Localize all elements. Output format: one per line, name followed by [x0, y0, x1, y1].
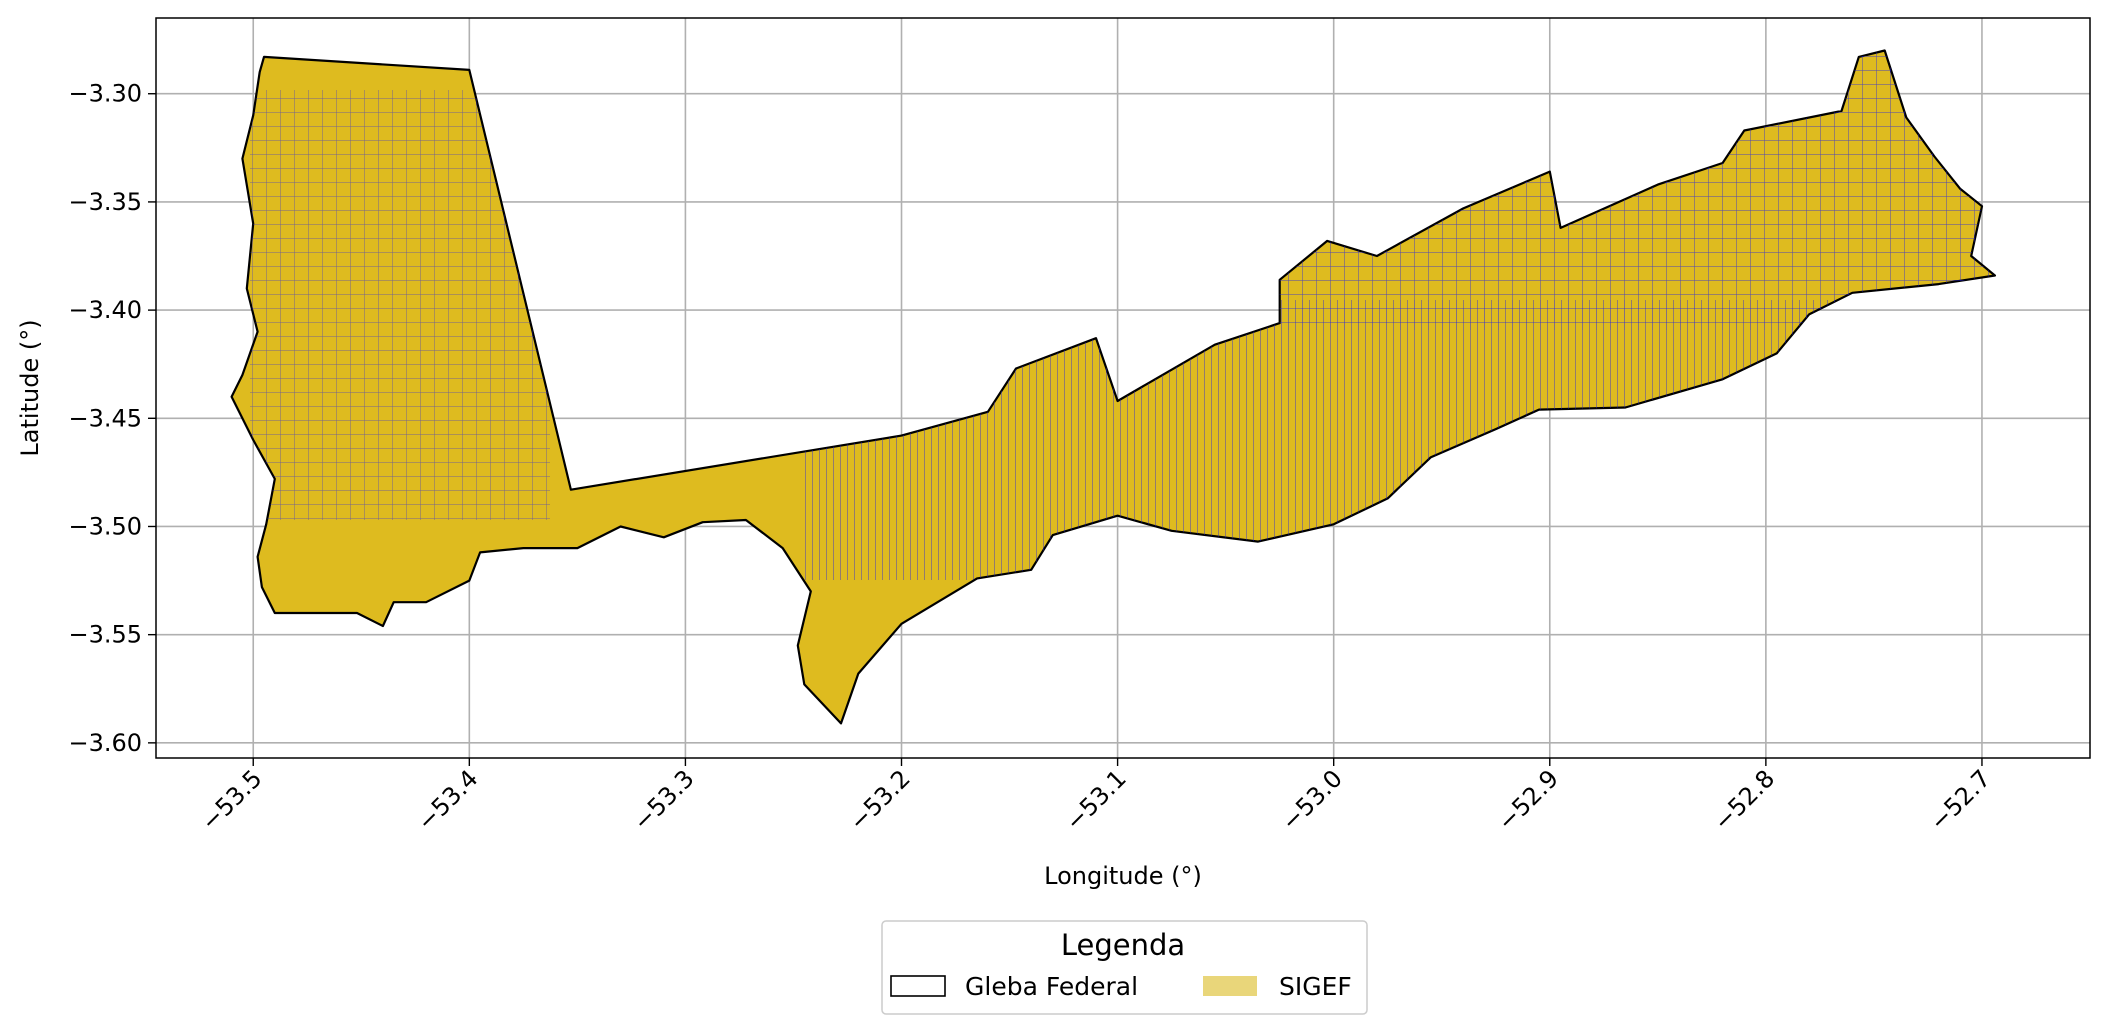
legend-label-sigef: SIGEF	[1279, 972, 1352, 1001]
x-tick-label: −52.7	[1924, 764, 1996, 836]
x-tick-label: −53.0	[1276, 764, 1348, 836]
x-tick-label: −53.5	[196, 764, 268, 836]
x-tick-label: −52.8	[1708, 764, 1780, 836]
y-tick-label: −3.30	[68, 80, 142, 108]
legend-swatch-sigef	[1203, 976, 1257, 996]
x-tick-label: −53.2	[844, 764, 916, 836]
x-tick-label: −53.3	[628, 764, 700, 836]
y-tick-label: −3.50	[68, 512, 142, 540]
x-tick-label: −53.4	[412, 764, 484, 836]
x-axis: −53.5 −53.4 −53.3 −53.2 −53.1 −53.0 −52.9 −52.8…	[196, 758, 1996, 836]
plot-frame	[155, 17, 2091, 759]
y-tick-label: −3.35	[68, 188, 142, 216]
y-tick-label: −3.60	[68, 729, 142, 757]
y-tick-label: −3.40	[68, 296, 142, 324]
legend-title: Legenda	[1061, 928, 1185, 962]
x-tick-label: −53.1	[1060, 764, 1132, 836]
legend-label-gleba-federal: Gleba Federal	[965, 972, 1138, 1001]
x-axis-title: Longitude (°)	[1044, 862, 1202, 890]
y-axis: −3.30 −3.35 −3.40 −3.45 −3.50 −3.55 −3.60	[68, 80, 156, 757]
y-axis-title: Latitude (°)	[16, 319, 44, 456]
x-tick-label: −52.9	[1492, 764, 1564, 836]
y-tick-label: −3.55	[68, 621, 142, 649]
y-tick-label: −3.45	[68, 404, 142, 432]
legend: Legenda Gleba Federal SIGEF	[881, 920, 1368, 1015]
legend-swatch-gleba-federal	[890, 975, 946, 997]
